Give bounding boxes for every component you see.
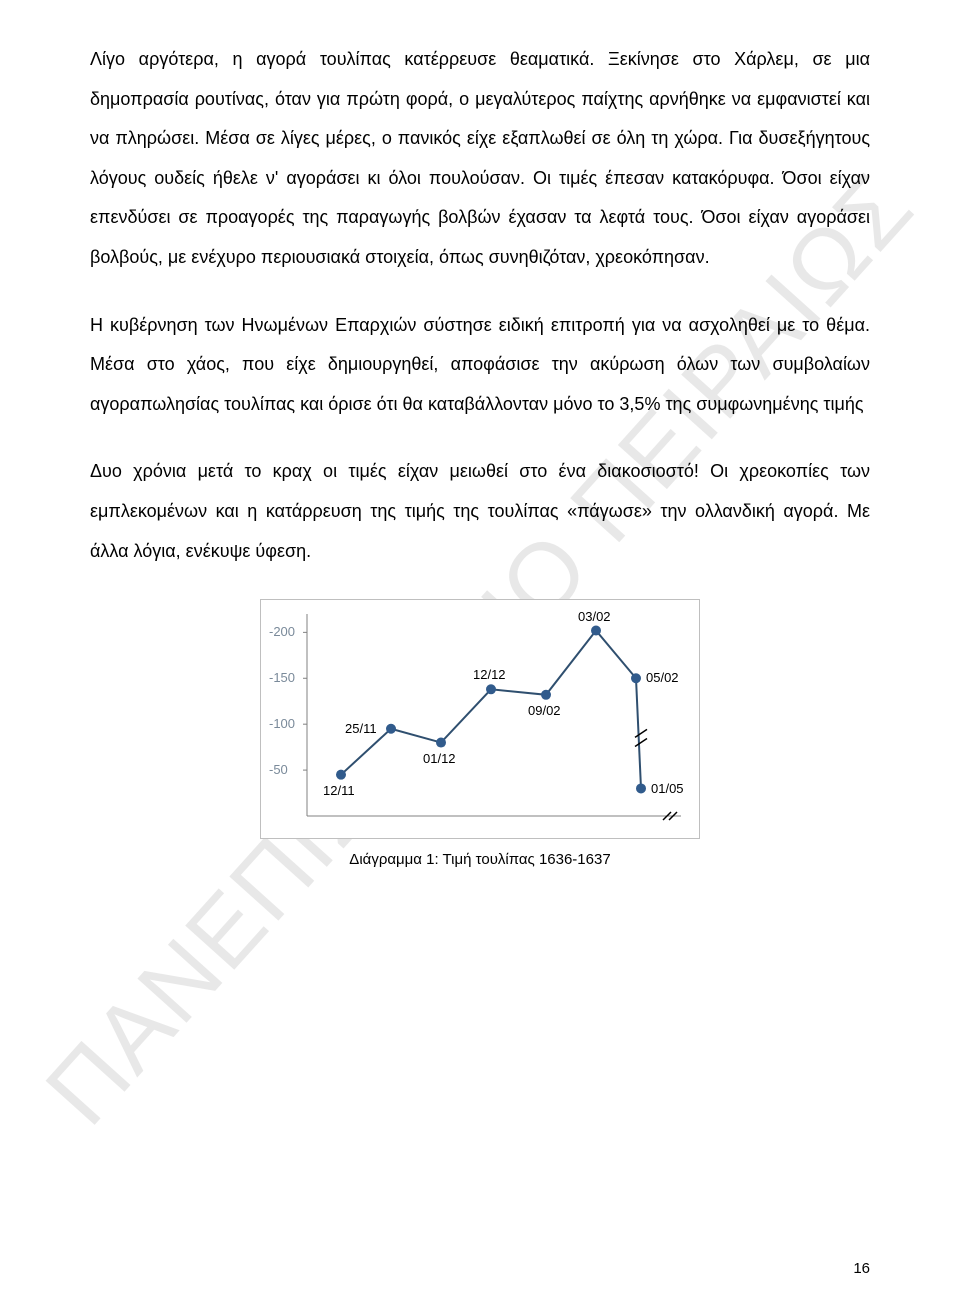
paragraph-1: Λίγο αργότερα, η αγορά τουλίπας κατέρρευ… — [90, 40, 870, 278]
chart-caption: Διάγραμμα 1: Τιμή τουλίπας 1636-1637 — [260, 851, 700, 868]
paragraph-2: Η κυβέρνηση των Ηνωμένων Επαρχιών σύστησ… — [90, 306, 870, 425]
page-number: 16 — [853, 1260, 870, 1277]
paragraph-3: Δυο χρόνια μετά το κραχ οι τιμές είχαν μ… — [90, 452, 870, 571]
chart-container: -200-150-100-5012/1125/1101/1212/1209/02… — [260, 599, 700, 868]
body-text: Λίγο αργότερα, η αγορά τουλίπας κατέρρευ… — [90, 40, 870, 571]
price-chart: -200-150-100-5012/1125/1101/1212/1209/02… — [260, 599, 700, 839]
document-page: ΠΑΝΕΠΙΣΤΗΜΙΟ ΠΕΙΡΑΙΩΣ Λίγο αργότερα, η α… — [0, 0, 960, 1297]
